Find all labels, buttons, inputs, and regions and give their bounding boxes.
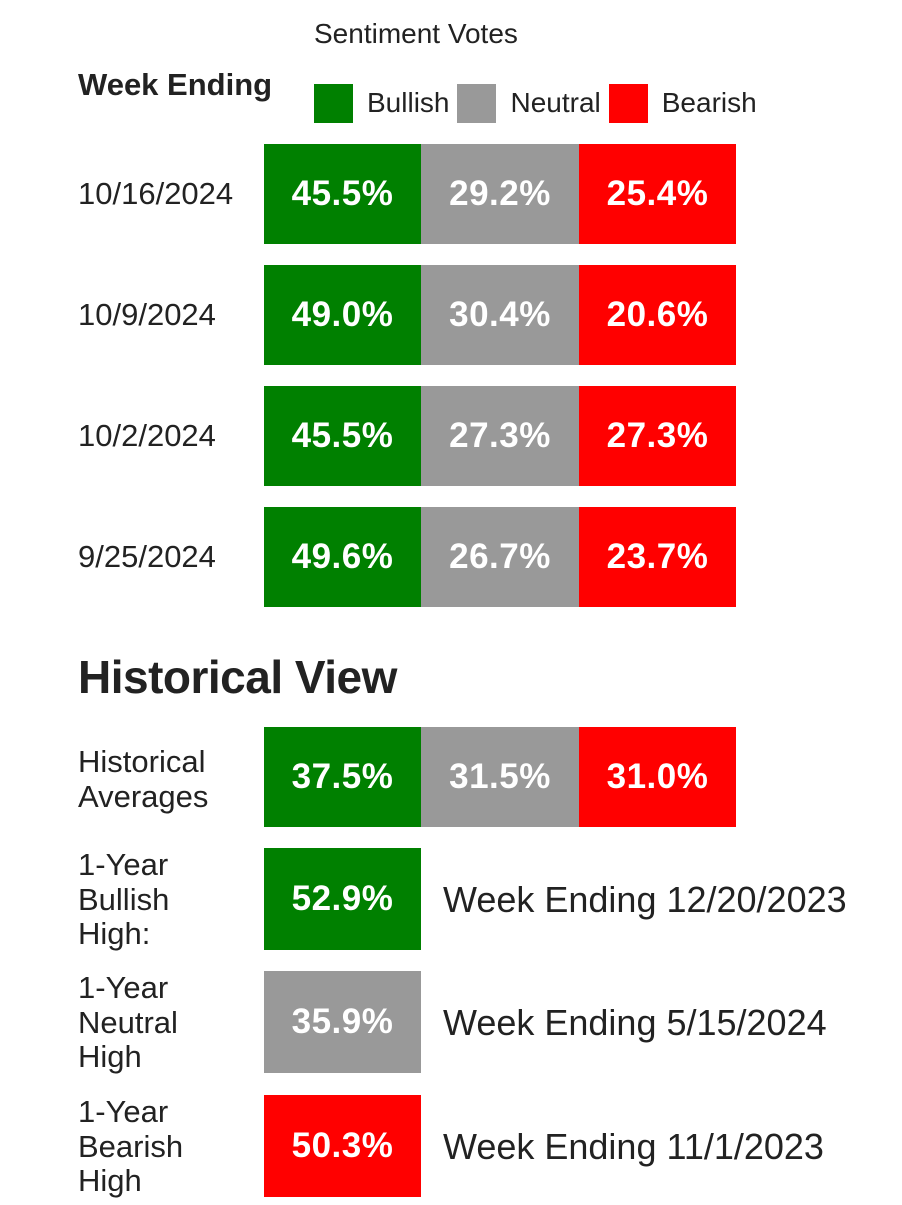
legend-neutral-label: Neutral <box>510 87 601 118</box>
bearish-high-date: Week Ending 11/1/2023 <box>443 1126 824 1167</box>
label-line: High <box>78 1039 142 1074</box>
bullish-average-cell: 37.5% <box>264 727 421 827</box>
label-line: 1-Year <box>78 1094 169 1129</box>
bearish-cell: 20.6% <box>579 265 736 365</box>
week-date: 9/25/2024 <box>78 539 216 574</box>
week-date: 10/16/2024 <box>78 176 234 211</box>
bearish-swatch <box>608 83 648 123</box>
legend-bearish: Bearish <box>608 83 757 123</box>
neutral-cell: 26.7% <box>421 507 579 607</box>
bearish-cell: 23.7% <box>579 507 736 607</box>
bullish-cell: 49.0% <box>264 265 421 365</box>
label-line: High <box>78 1163 142 1198</box>
bullish-cell: 45.5% <box>264 144 421 244</box>
bullish-cell: 49.6% <box>264 507 421 607</box>
label-line: Neutral <box>78 1004 178 1040</box>
label-line: 1-Year <box>78 847 169 882</box>
legend-bearish-label: Bearish <box>661 87 757 118</box>
neutral-cell: 27.3% <box>421 386 579 486</box>
legend-bullish-label: Bullish <box>367 87 450 118</box>
legend-neutral: Neutral <box>457 83 601 123</box>
label-line: Bearish <box>78 1128 184 1164</box>
neutral-high-label: 1-Year Neutral High <box>78 970 178 1075</box>
label-line: Bullish <box>78 881 170 917</box>
bullish-cell: 45.5% <box>264 386 421 486</box>
label-line: Historical <box>78 744 206 779</box>
week-date: 10/9/2024 <box>78 297 216 332</box>
neutral-high-date: Week Ending 5/15/2024 <box>443 1002 827 1043</box>
bearish-high-value: 50.3% <box>264 1095 421 1197</box>
label-line: High: <box>78 916 151 951</box>
sentiment-votes-title: Sentiment Votes <box>314 18 518 49</box>
bearish-cell: 27.3% <box>579 386 736 486</box>
bearish-high-label: 1-Year Bearish High <box>78 1094 184 1199</box>
historical-view-heading: Historical View <box>78 651 397 703</box>
label-line: Averages <box>78 779 209 814</box>
bearish-average-cell: 31.0% <box>579 727 736 827</box>
bullish-swatch <box>314 83 353 123</box>
legend-bullish: Bullish <box>314 83 450 123</box>
legend: Bullish Neutral Bearish <box>314 83 765 123</box>
bullish-high-value: 52.9% <box>264 848 421 950</box>
neutral-high-value: 35.9% <box>264 971 421 1073</box>
week-ending-header: Week Ending <box>78 67 273 102</box>
label-line: 1-Year <box>78 970 169 1005</box>
historical-averages-label: Historical Averages <box>78 744 208 814</box>
week-date: 10/2/2024 <box>78 418 216 453</box>
neutral-average-cell: 31.5% <box>421 727 579 827</box>
neutral-cell: 29.2% <box>421 144 579 244</box>
bullish-high-label: 1-Year Bullish High: <box>78 847 170 952</box>
neutral-swatch <box>457 83 497 123</box>
bullish-high-date: Week Ending 12/20/2023 <box>443 879 847 920</box>
bearish-cell: 25.4% <box>579 144 736 244</box>
neutral-cell: 30.4% <box>421 265 579 365</box>
